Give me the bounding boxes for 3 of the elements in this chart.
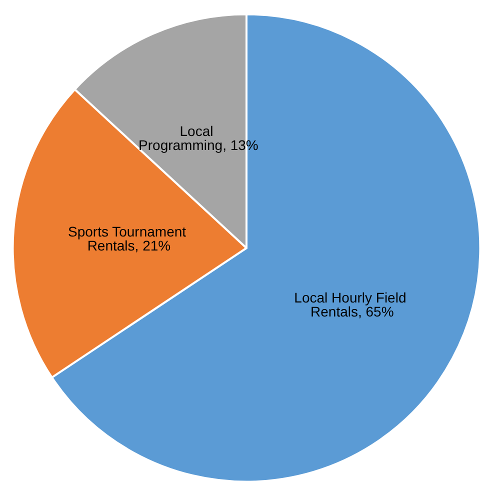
slice-label: Local Hourly Field Rentals, 65% — [294, 290, 410, 320]
slice-label: Sports Tournament Rentals, 21% — [68, 224, 186, 254]
slice-label: Local Programming, 13% — [138, 123, 258, 154]
